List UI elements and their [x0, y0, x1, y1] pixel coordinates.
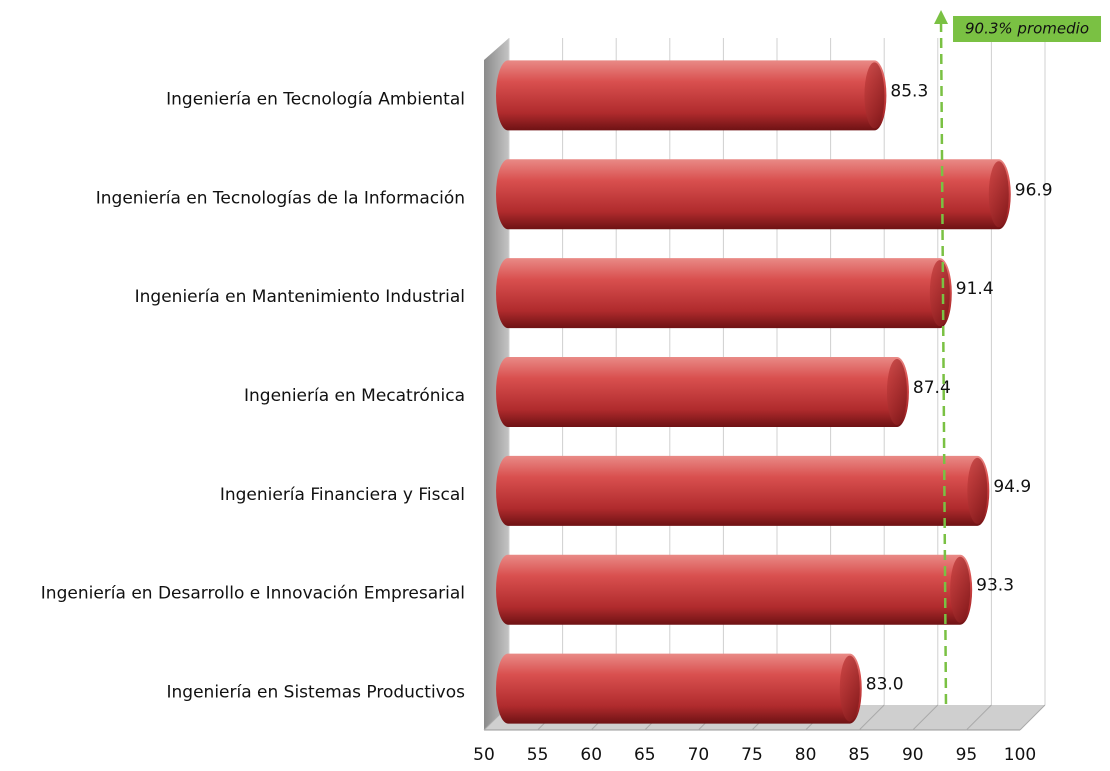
- value-label: 87.4: [913, 378, 951, 398]
- x-tick-label: 60: [580, 745, 602, 765]
- bar-cap: [950, 556, 971, 623]
- category-label: Ingeniería en Tecnologías de la Informac…: [96, 188, 465, 208]
- bar: [496, 554, 973, 625]
- bar: [496, 653, 862, 724]
- value-label: 96.9: [1015, 180, 1053, 200]
- x-tick-label: 80: [795, 745, 817, 765]
- category-label: Ingeniería en Mantenimiento Industrial: [135, 287, 465, 307]
- bar: [496, 159, 1011, 230]
- grid-line: [912, 704, 939, 731]
- bar-cap: [967, 457, 988, 524]
- bar: [496, 455, 990, 526]
- average-line: [939, 21, 948, 711]
- category-label: Ingeniería en Sistemas Productivos: [167, 683, 466, 703]
- x-tick-label: 50: [473, 745, 495, 765]
- value-label: 85.3: [890, 81, 928, 101]
- bar-cap: [839, 655, 860, 722]
- average-label: 90.3% promedio: [965, 20, 1089, 38]
- x-tick-label: 85: [848, 745, 870, 765]
- bar: [496, 60, 887, 131]
- grid-line: [858, 704, 885, 731]
- bar-cap: [929, 260, 950, 327]
- bar: [496, 258, 952, 329]
- value-label: 93.3: [976, 576, 1014, 596]
- value-label: 91.4: [956, 279, 994, 299]
- average-box: [953, 16, 1102, 42]
- category-label: Ingeniería Financiera y Fiscal: [220, 485, 465, 505]
- x-tick-label: 95: [956, 745, 978, 765]
- category-label: Ingeniería en Tecnología Ambiental: [166, 89, 465, 109]
- grid-line: [966, 704, 992, 731]
- x-tick-label: 70: [688, 745, 710, 765]
- bar-cap: [864, 62, 885, 129]
- bar: [496, 357, 909, 427]
- x-tick-label: 55: [527, 745, 549, 765]
- category-label: Ingeniería en Desarrollo e Innovación Em…: [41, 584, 465, 604]
- x-tick-label: 65: [634, 745, 656, 765]
- x-tick-label: 100: [1004, 745, 1036, 765]
- value-label: 83.0: [866, 675, 904, 695]
- average-arrow: [934, 10, 949, 24]
- grid-line: [1019, 704, 1046, 731]
- bar-cap: [988, 161, 1009, 228]
- x-tick-label: 75: [741, 745, 763, 765]
- category-label: Ingeniería en Mecatrónica: [244, 386, 465, 406]
- bar-cap: [886, 359, 907, 425]
- value-label: 94.9: [993, 477, 1031, 497]
- x-tick-label: 90: [902, 745, 924, 765]
